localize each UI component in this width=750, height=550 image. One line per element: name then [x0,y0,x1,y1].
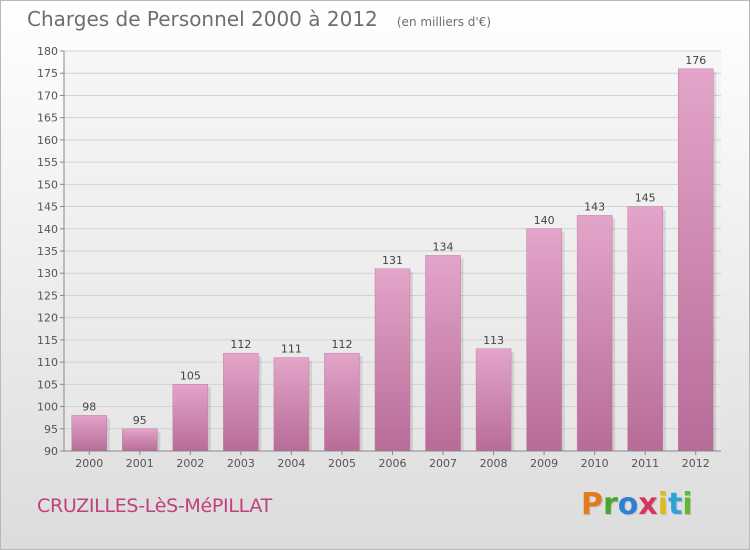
data-label: 105 [180,369,201,382]
logo-letter: P [581,487,603,522]
bar [526,228,562,452]
logo-letter: x [638,487,658,522]
x-tick-label: 2012 [682,457,710,470]
data-label: 98 [82,400,96,413]
x-tick-label: 2005 [328,457,356,470]
logo-letter: t [668,487,683,522]
x-tick-label: 2007 [429,457,457,470]
x-axis: 2000 2001 2002 2003 2004 2005 2006 2007 2008 2009… [64,450,721,470]
y-tick-label: 150 [37,178,58,191]
bar [677,68,714,452]
y-tick-label: 180 [37,45,58,58]
y-tick-label: 135 [37,245,58,258]
y-tick-label: 155 [37,156,58,169]
y-tick-label: 100 [37,401,58,414]
x-tick-label: 2010 [581,457,609,470]
data-label: 140 [534,214,555,227]
proxiti-logo: Proxiti [581,487,693,522]
title-block: Charges de Personnel 2000 à 2012 (en mil… [27,7,491,31]
y-tick-label: 175 [37,67,58,80]
data-label: 113 [483,334,504,347]
data-label: 143 [584,200,605,213]
bar [374,268,411,452]
logo-letter: r [603,487,618,522]
y-tick-label: 120 [37,312,58,325]
data-label: 134 [433,240,454,253]
x-tick-label: 2002 [176,457,204,470]
bars: 98 95 105 112 111 112 131 134 113 140 143 145 176 [71,54,717,452]
y-axis: 90 95 100 105 110 115 120 125 130 135 140 145 150 155… [37,45,65,458]
y-tick-label: 125 [37,289,58,302]
data-label: 145 [635,192,656,205]
data-label: 112 [331,338,352,351]
bar [122,428,158,452]
data-label: 112 [230,338,251,351]
x-tick-label: 2009 [530,457,558,470]
data-label: 176 [685,54,706,67]
data-label: 111 [281,343,302,356]
y-tick-label: 115 [37,334,58,347]
y-tick-label: 170 [37,89,58,102]
bar [223,352,259,452]
y-tick-label: 105 [37,378,58,391]
commune-name: CRUZILLES-LèS-MéPILLAT [37,495,272,517]
x-tick-label: 2001 [126,457,154,470]
data-label: 95 [133,414,147,427]
y-tick-label: 90 [44,445,58,458]
bar [71,415,108,452]
bar [324,352,360,452]
y-tick-label: 165 [37,112,58,125]
bar [425,255,461,452]
x-tick-label: 2008 [480,457,508,470]
x-tick-label: 2000 [75,457,103,470]
chart-title: Charges de Personnel 2000 à 2012 [27,7,378,31]
data-label: 131 [382,254,403,267]
y-tick-label: 95 [44,423,58,436]
y-tick-label: 110 [37,356,58,369]
y-tick-label: 145 [37,201,58,214]
y-tick-label: 160 [37,134,58,147]
y-tick-label: 130 [37,267,58,280]
bar [273,357,310,452]
bar [475,348,512,452]
chart-subtitle: (en milliers d'€) [396,15,491,29]
logo-letter: i [657,487,669,522]
logo-letter: i [682,487,693,522]
bar [627,206,663,452]
bar [576,215,613,452]
x-tick-label: 2011 [631,457,659,470]
bar [172,384,209,452]
logo-letter: o [617,487,639,522]
x-tick-label: 2006 [379,457,407,470]
y-tick-label: 140 [37,223,58,236]
x-tick-label: 2003 [227,457,255,470]
x-tick-label: 2004 [277,457,305,470]
